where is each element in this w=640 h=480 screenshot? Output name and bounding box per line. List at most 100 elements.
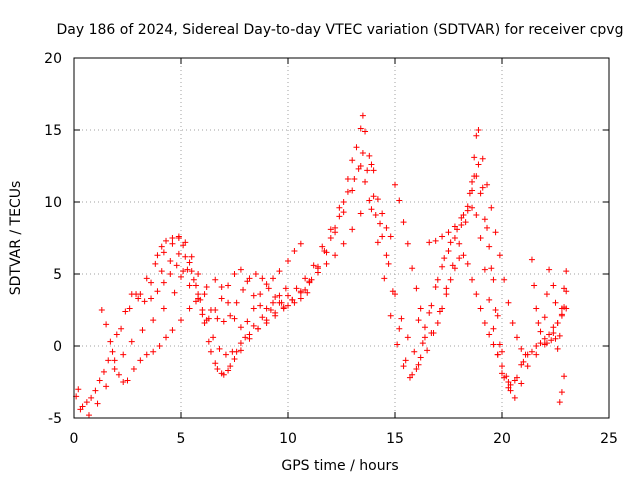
data-point bbox=[473, 291, 480, 298]
data-point bbox=[481, 266, 488, 273]
data-point bbox=[484, 224, 491, 231]
data-point bbox=[402, 357, 409, 364]
data-point bbox=[227, 363, 234, 370]
y-tick-label: 15 bbox=[44, 123, 62, 139]
data-point bbox=[186, 305, 193, 312]
data-point bbox=[175, 233, 182, 240]
data-point bbox=[522, 351, 529, 358]
data-point bbox=[285, 302, 291, 309]
data-point bbox=[541, 314, 548, 321]
data-point bbox=[366, 152, 373, 159]
data-point bbox=[182, 253, 189, 260]
data-point bbox=[484, 181, 491, 188]
data-point bbox=[441, 255, 448, 262]
data-point bbox=[340, 199, 347, 205]
data-point bbox=[332, 224, 339, 231]
data-point bbox=[486, 331, 493, 338]
data-point bbox=[421, 334, 428, 341]
data-point bbox=[541, 335, 548, 342]
data-point bbox=[137, 357, 144, 364]
data-point bbox=[259, 275, 266, 282]
data-point bbox=[332, 252, 339, 259]
data-point bbox=[443, 291, 450, 298]
data-point bbox=[263, 305, 270, 312]
data-point bbox=[270, 275, 277, 282]
data-point bbox=[550, 282, 557, 289]
data-point bbox=[272, 312, 279, 319]
data-point bbox=[563, 288, 570, 295]
data-point bbox=[188, 253, 195, 260]
data-point bbox=[233, 299, 240, 306]
data-point bbox=[327, 235, 334, 241]
data-point bbox=[490, 325, 497, 332]
data-point bbox=[475, 161, 482, 168]
data-point bbox=[169, 327, 176, 334]
series-track-2 bbox=[75, 163, 565, 406]
data-point bbox=[120, 351, 127, 358]
data-point bbox=[518, 361, 525, 368]
data-point bbox=[285, 292, 291, 299]
series-track-11 bbox=[528, 256, 570, 406]
data-point bbox=[434, 319, 441, 326]
series-track-5 bbox=[128, 262, 289, 322]
data-point bbox=[100, 368, 107, 375]
data-point bbox=[107, 338, 114, 345]
data-point bbox=[156, 343, 163, 349]
data-point bbox=[554, 319, 561, 326]
data-point bbox=[417, 305, 424, 312]
data-point bbox=[458, 214, 465, 221]
axis-ticks: 0 5 10 15 20 25 -5 0 5 10 15 20 bbox=[44, 51, 618, 447]
data-point bbox=[533, 343, 540, 349]
data-point bbox=[137, 291, 144, 298]
data-point bbox=[469, 276, 476, 283]
data-point bbox=[359, 150, 366, 157]
x-tick-label: 15 bbox=[386, 431, 404, 447]
data-point bbox=[445, 247, 452, 254]
data-point bbox=[379, 210, 386, 217]
data-point bbox=[537, 340, 544, 347]
data-point bbox=[473, 132, 480, 139]
data-point bbox=[111, 357, 118, 364]
data-point bbox=[456, 255, 463, 262]
data-point bbox=[126, 305, 133, 312]
data-point bbox=[396, 197, 403, 204]
data-point bbox=[531, 282, 538, 289]
data-point bbox=[546, 266, 553, 273]
data-point bbox=[374, 239, 381, 246]
data-point bbox=[528, 256, 535, 263]
data-point bbox=[278, 299, 285, 306]
data-point bbox=[439, 263, 446, 270]
data-point bbox=[293, 285, 300, 292]
data-point bbox=[257, 291, 264, 298]
x-axis-label: GPS time / hours bbox=[281, 458, 398, 474]
data-point bbox=[216, 345, 223, 352]
data-point bbox=[186, 259, 193, 266]
y-tick-label: -5 bbox=[48, 411, 62, 427]
data-point bbox=[537, 328, 544, 335]
series-track-9 bbox=[415, 252, 514, 388]
data-point bbox=[451, 265, 458, 272]
data-point bbox=[139, 327, 146, 334]
data-point bbox=[561, 373, 568, 380]
data-point bbox=[98, 307, 105, 313]
data-point bbox=[556, 332, 563, 339]
data-point bbox=[494, 351, 501, 358]
y-axis-label: SDTVAR / TECUs bbox=[8, 181, 24, 296]
data-point bbox=[550, 330, 557, 337]
data-point bbox=[370, 193, 377, 200]
data-point bbox=[163, 334, 170, 341]
data-point bbox=[496, 252, 503, 259]
data-point bbox=[263, 319, 270, 326]
data-point bbox=[250, 322, 257, 329]
data-point bbox=[377, 220, 384, 227]
data-point bbox=[265, 285, 272, 292]
data-point bbox=[428, 302, 435, 309]
data-point bbox=[392, 291, 398, 298]
data-point bbox=[558, 389, 565, 396]
data-point bbox=[494, 312, 501, 319]
data-point bbox=[205, 315, 212, 322]
y-tick-label: 10 bbox=[44, 195, 62, 211]
data-point bbox=[413, 366, 420, 373]
data-point bbox=[105, 357, 112, 364]
data-point bbox=[443, 285, 450, 292]
